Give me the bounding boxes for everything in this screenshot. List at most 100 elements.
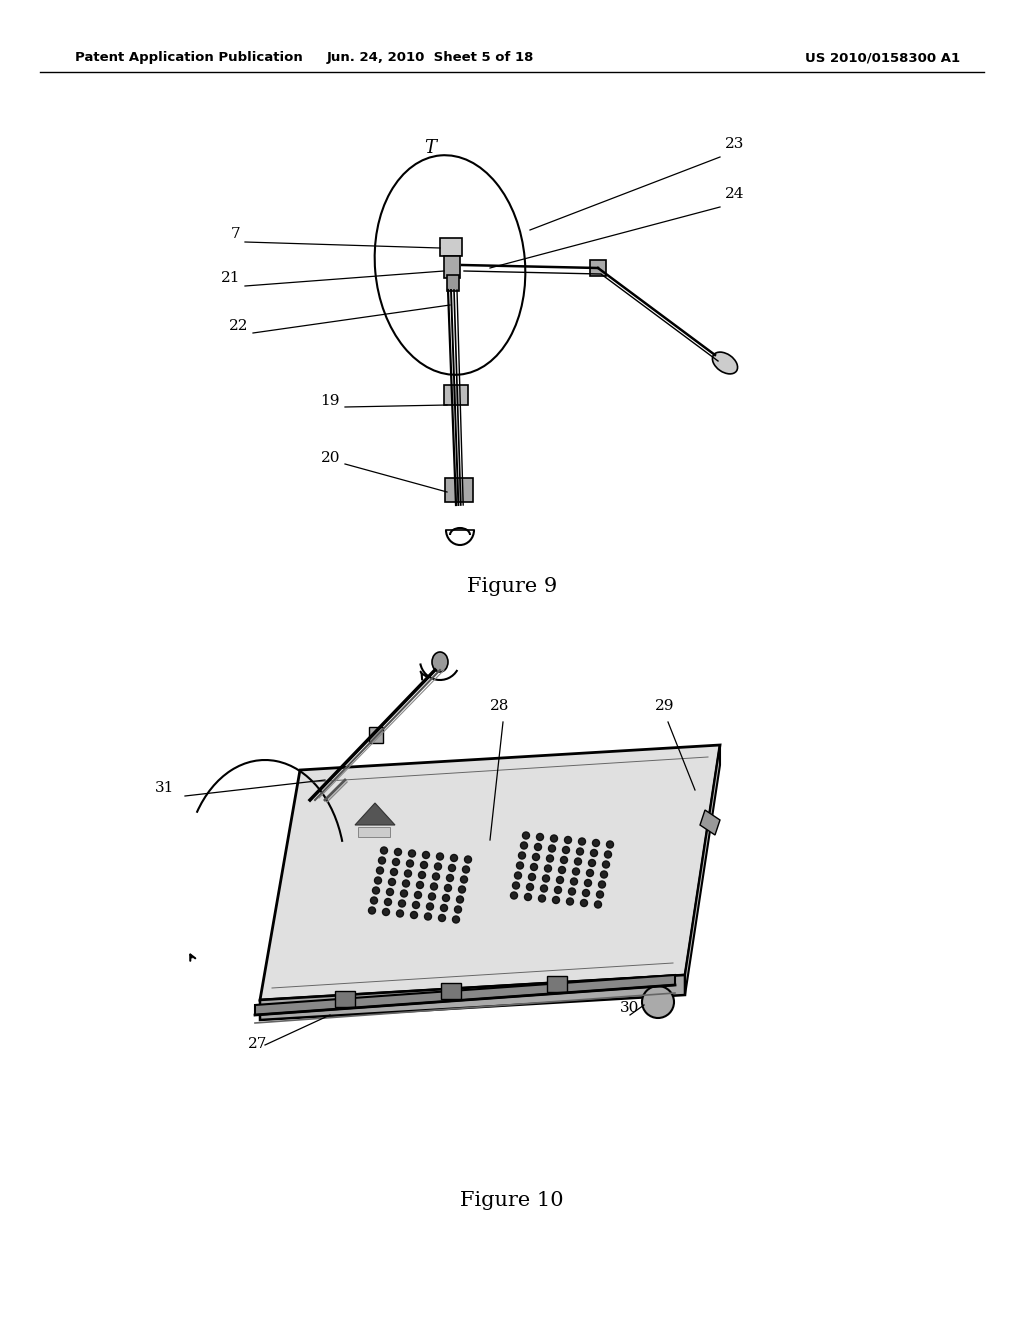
Bar bbox=[590, 260, 606, 276]
Circle shape bbox=[436, 853, 443, 861]
Circle shape bbox=[459, 886, 466, 894]
Circle shape bbox=[549, 845, 555, 851]
Circle shape bbox=[574, 858, 582, 865]
Circle shape bbox=[535, 843, 542, 850]
Circle shape bbox=[379, 857, 385, 865]
Circle shape bbox=[602, 861, 609, 869]
Circle shape bbox=[440, 904, 447, 912]
Circle shape bbox=[375, 876, 382, 884]
Circle shape bbox=[577, 847, 584, 855]
Circle shape bbox=[541, 884, 548, 892]
Circle shape bbox=[606, 841, 613, 847]
Text: Figure 10: Figure 10 bbox=[460, 1191, 564, 1209]
Circle shape bbox=[465, 855, 471, 863]
Circle shape bbox=[425, 913, 431, 920]
Text: 27: 27 bbox=[248, 1038, 267, 1051]
Circle shape bbox=[587, 870, 594, 876]
Circle shape bbox=[394, 849, 401, 855]
Circle shape bbox=[388, 879, 395, 886]
Circle shape bbox=[463, 866, 469, 873]
Circle shape bbox=[438, 915, 445, 921]
Circle shape bbox=[369, 907, 376, 913]
Circle shape bbox=[572, 869, 580, 875]
Circle shape bbox=[526, 883, 534, 891]
Bar bbox=[445, 478, 473, 502]
Circle shape bbox=[518, 851, 525, 859]
Circle shape bbox=[593, 840, 599, 846]
Polygon shape bbox=[260, 744, 720, 1001]
Circle shape bbox=[423, 851, 429, 858]
Circle shape bbox=[377, 867, 384, 874]
Circle shape bbox=[383, 908, 389, 916]
Bar bbox=[358, 828, 390, 837]
Circle shape bbox=[595, 902, 601, 908]
Circle shape bbox=[547, 855, 554, 862]
Bar bbox=[447, 275, 459, 290]
Circle shape bbox=[551, 836, 557, 842]
Circle shape bbox=[560, 857, 567, 863]
Circle shape bbox=[396, 909, 403, 917]
Circle shape bbox=[530, 863, 538, 870]
Polygon shape bbox=[260, 975, 685, 1020]
Circle shape bbox=[597, 891, 603, 898]
Circle shape bbox=[444, 884, 452, 891]
Circle shape bbox=[411, 912, 418, 919]
Circle shape bbox=[392, 858, 399, 866]
Circle shape bbox=[520, 842, 527, 849]
Circle shape bbox=[421, 862, 427, 869]
Circle shape bbox=[404, 870, 412, 876]
Circle shape bbox=[417, 882, 424, 888]
Text: 7: 7 bbox=[230, 227, 240, 242]
Circle shape bbox=[415, 891, 422, 899]
Circle shape bbox=[543, 875, 550, 882]
Circle shape bbox=[457, 896, 464, 903]
Circle shape bbox=[400, 890, 408, 898]
Circle shape bbox=[398, 900, 406, 907]
Polygon shape bbox=[700, 810, 720, 836]
Circle shape bbox=[409, 850, 416, 857]
Circle shape bbox=[384, 899, 391, 906]
Text: 24: 24 bbox=[725, 187, 744, 201]
Circle shape bbox=[432, 873, 439, 880]
Circle shape bbox=[373, 887, 380, 894]
Circle shape bbox=[564, 837, 571, 843]
Text: 30: 30 bbox=[620, 1001, 639, 1015]
Ellipse shape bbox=[432, 652, 449, 672]
Circle shape bbox=[583, 890, 590, 896]
Circle shape bbox=[407, 861, 414, 867]
Text: 22: 22 bbox=[228, 319, 248, 333]
Circle shape bbox=[461, 876, 468, 883]
Circle shape bbox=[442, 895, 450, 902]
Text: 31: 31 bbox=[155, 781, 174, 795]
Text: 19: 19 bbox=[321, 393, 340, 408]
Text: 20: 20 bbox=[321, 451, 340, 465]
Circle shape bbox=[428, 894, 435, 900]
Polygon shape bbox=[685, 744, 720, 995]
Circle shape bbox=[539, 895, 546, 902]
Polygon shape bbox=[355, 803, 395, 825]
Text: 28: 28 bbox=[490, 700, 509, 713]
Circle shape bbox=[562, 846, 569, 854]
Circle shape bbox=[555, 887, 561, 894]
Circle shape bbox=[579, 838, 586, 845]
Circle shape bbox=[430, 883, 437, 890]
Circle shape bbox=[642, 986, 674, 1018]
Bar bbox=[335, 991, 355, 1007]
Circle shape bbox=[598, 880, 605, 888]
Bar bbox=[441, 983, 461, 999]
Bar bbox=[369, 727, 383, 743]
Circle shape bbox=[604, 851, 611, 858]
Circle shape bbox=[589, 859, 596, 866]
Text: 29: 29 bbox=[655, 700, 675, 713]
Circle shape bbox=[514, 873, 521, 879]
Circle shape bbox=[446, 874, 454, 882]
Circle shape bbox=[522, 832, 529, 840]
Text: Jun. 24, 2010  Sheet 5 of 18: Jun. 24, 2010 Sheet 5 of 18 bbox=[327, 51, 534, 65]
Text: Patent Application Publication: Patent Application Publication bbox=[75, 51, 303, 65]
Circle shape bbox=[386, 888, 393, 895]
Circle shape bbox=[558, 866, 565, 874]
Circle shape bbox=[581, 899, 588, 907]
Circle shape bbox=[453, 916, 460, 923]
Circle shape bbox=[528, 874, 536, 880]
Text: 21: 21 bbox=[220, 271, 240, 285]
